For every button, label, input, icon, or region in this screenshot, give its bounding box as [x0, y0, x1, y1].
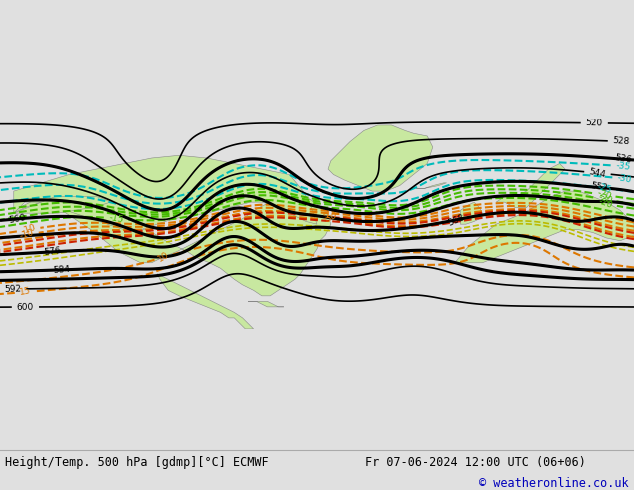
- Polygon shape: [496, 164, 565, 208]
- Text: 568: 568: [446, 212, 466, 227]
- Text: -35: -35: [615, 161, 631, 171]
- Text: 560: 560: [8, 213, 27, 225]
- Text: 528: 528: [612, 136, 630, 147]
- Polygon shape: [460, 202, 482, 224]
- Text: 600: 600: [16, 302, 34, 312]
- Text: -20: -20: [595, 188, 612, 201]
- Polygon shape: [14, 191, 331, 296]
- Text: Fr 07-06-2024 12:00 UTC (06+06): Fr 07-06-2024 12:00 UTC (06+06): [365, 456, 585, 469]
- Polygon shape: [248, 301, 284, 307]
- Text: -5: -5: [322, 214, 332, 225]
- Text: 576: 576: [43, 246, 61, 257]
- Text: -10: -10: [20, 223, 37, 236]
- Text: 15: 15: [19, 287, 32, 297]
- Polygon shape: [417, 183, 446, 188]
- Text: -30: -30: [616, 172, 633, 184]
- Text: -10: -10: [321, 210, 337, 221]
- Text: 552: 552: [590, 182, 608, 194]
- Text: 520: 520: [586, 118, 603, 127]
- Polygon shape: [157, 274, 254, 329]
- Text: -15: -15: [108, 213, 124, 224]
- Text: 10: 10: [157, 250, 171, 264]
- Text: -20: -20: [597, 193, 613, 206]
- Text: 584: 584: [53, 265, 71, 275]
- Text: 544: 544: [588, 167, 607, 179]
- Polygon shape: [328, 125, 433, 191]
- Text: -25: -25: [596, 182, 612, 195]
- Text: Height/Temp. 500 hPa [gdmp][°C] ECMWF: Height/Temp. 500 hPa [gdmp][°C] ECMWF: [5, 456, 269, 469]
- Text: 536: 536: [614, 153, 632, 165]
- Text: -20: -20: [597, 197, 614, 211]
- Polygon shape: [14, 155, 317, 230]
- Text: 592: 592: [4, 284, 22, 294]
- Text: -10: -10: [18, 228, 36, 241]
- Polygon shape: [14, 196, 110, 213]
- Polygon shape: [455, 191, 634, 263]
- Text: © weatheronline.co.uk: © weatheronline.co.uk: [479, 477, 629, 490]
